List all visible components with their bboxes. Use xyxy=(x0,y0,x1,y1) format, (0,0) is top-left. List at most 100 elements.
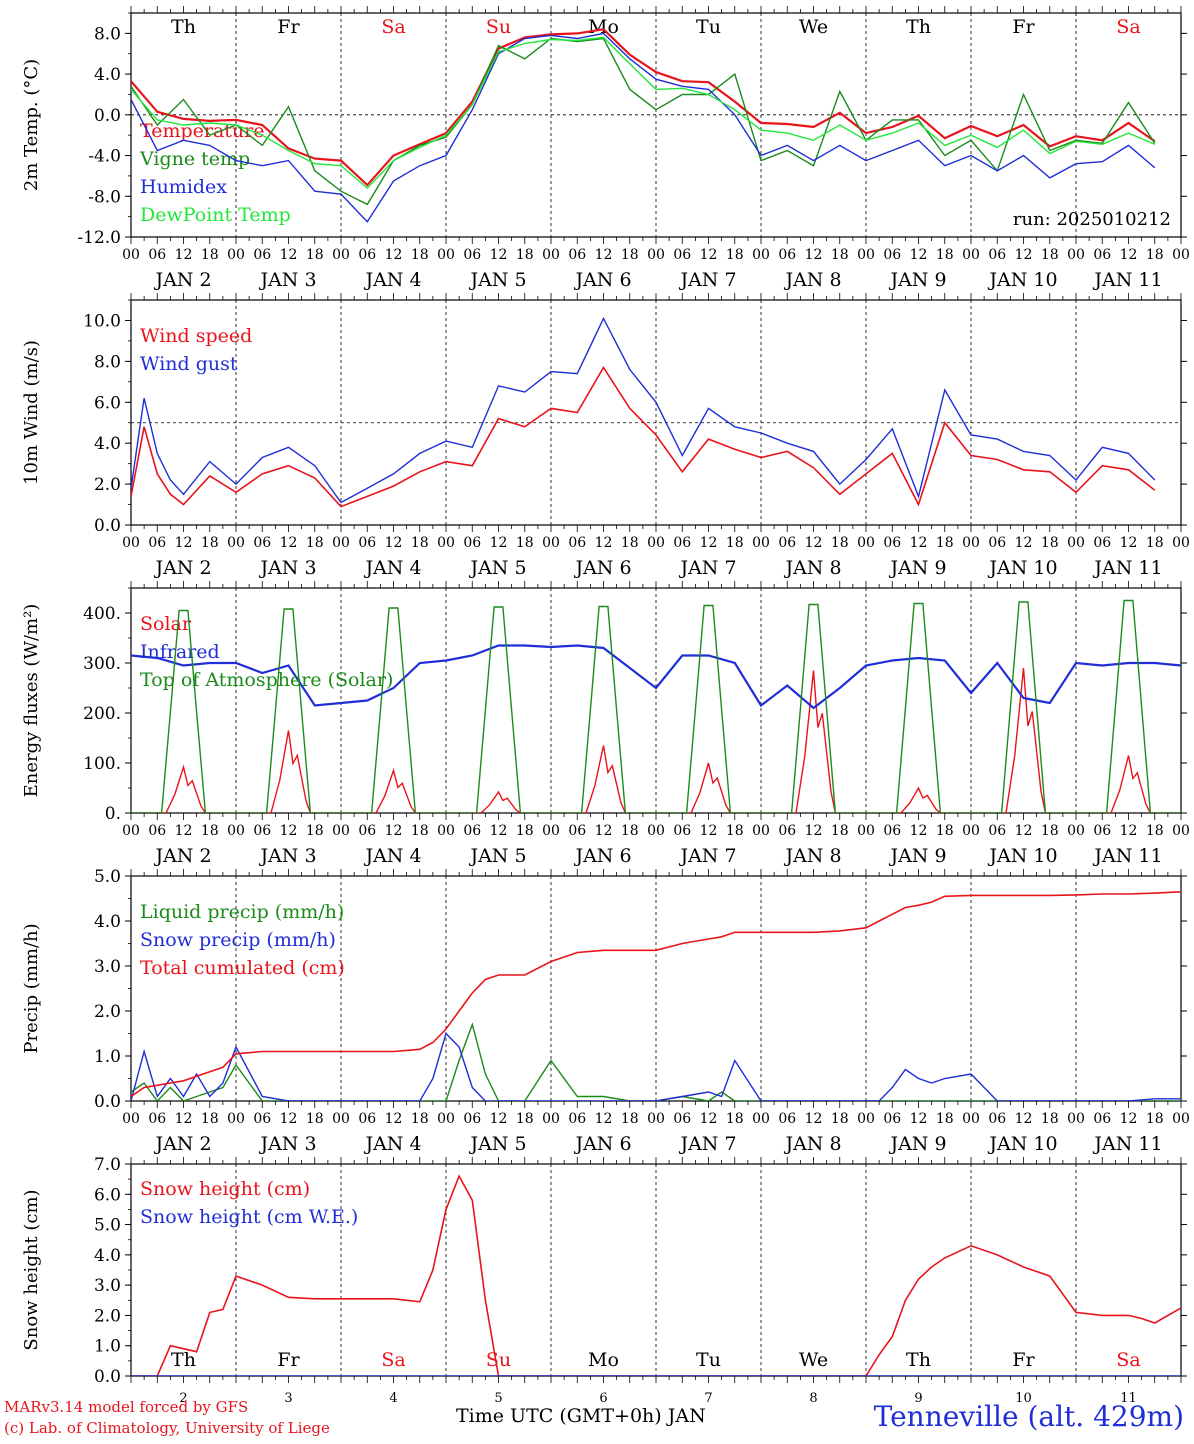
hour-label: 18 xyxy=(621,1111,639,1127)
y-tick-label: 3.0 xyxy=(94,957,121,977)
hour-label: 12 xyxy=(1015,1111,1033,1127)
hour-label: 12 xyxy=(280,535,298,551)
hour-label: 12 xyxy=(175,247,193,263)
date-label: JAN 10 xyxy=(987,557,1057,579)
hour-label: 06 xyxy=(358,823,376,839)
y-tick-label: 2.0 xyxy=(94,475,121,495)
legend-entry: Snow precip (mm/h) xyxy=(140,929,336,951)
series-line xyxy=(131,28,1156,187)
hour-label: 12 xyxy=(175,535,193,551)
weekday-label: Fr xyxy=(277,1349,300,1371)
hour-label: 18 xyxy=(516,535,534,551)
hour-label: 18 xyxy=(726,1111,744,1127)
hour-label: 06 xyxy=(463,1111,481,1127)
hour-label: 18 xyxy=(831,535,849,551)
y-tick-label: 4.0 xyxy=(94,912,121,932)
hour-label: 18 xyxy=(1041,823,1059,839)
hour-label: 18 xyxy=(411,247,429,263)
series-line xyxy=(131,667,1181,813)
weekday-label: Sa xyxy=(1116,16,1140,38)
hour-label: 06 xyxy=(883,1111,901,1127)
hour-label: 18 xyxy=(1146,1111,1164,1127)
day-number-label: 5 xyxy=(494,1391,502,1406)
hour-label: 00 xyxy=(437,1111,455,1127)
hour-label: 18 xyxy=(411,1111,429,1127)
hour-label: 12 xyxy=(805,823,823,839)
day-number-label: 11 xyxy=(1120,1391,1137,1406)
date-label: JAN 11 xyxy=(1092,269,1162,291)
y-tick-label: 0.0 xyxy=(94,516,121,536)
date-label: JAN 7 xyxy=(678,1133,736,1155)
hour-label: 12 xyxy=(805,247,823,263)
date-label: JAN 3 xyxy=(258,845,316,867)
hour-label: 00 xyxy=(332,535,350,551)
hour-label: 12 xyxy=(595,1111,613,1127)
series-line xyxy=(131,32,1156,223)
hour-label: 00 xyxy=(1172,535,1190,551)
hour-label: 12 xyxy=(490,823,508,839)
date-label: JAN 5 xyxy=(468,1133,526,1155)
hour-label: 18 xyxy=(411,535,429,551)
hour-label: 00 xyxy=(437,823,455,839)
series-line xyxy=(131,37,1156,206)
hour-label: 00 xyxy=(227,823,245,839)
hour-label: 06 xyxy=(1093,823,1111,839)
y-tick-label: 0.0 xyxy=(94,1092,121,1112)
hour-label: 06 xyxy=(568,247,586,263)
date-label: JAN 2 xyxy=(153,845,211,867)
weekday-label: Su xyxy=(486,16,511,38)
x-axis-title: Time UTC (GMT+0h) JAN xyxy=(456,1405,706,1427)
date-label: JAN 4 xyxy=(363,845,421,867)
series-line xyxy=(131,1174,1181,1376)
hour-label: 00 xyxy=(332,247,350,263)
hour-label: 06 xyxy=(358,1111,376,1127)
hour-label: 00 xyxy=(332,1111,350,1127)
hour-label: 12 xyxy=(385,823,403,839)
hour-label: 06 xyxy=(148,823,166,839)
hour-label: 00 xyxy=(542,247,560,263)
y-tick-label: -8.0 xyxy=(88,187,121,207)
hour-label: 18 xyxy=(306,247,324,263)
hour-label: 06 xyxy=(988,535,1006,551)
hour-label: 18 xyxy=(1041,247,1059,263)
date-label: JAN 5 xyxy=(468,557,526,579)
hour-label: 18 xyxy=(936,823,954,839)
y-tick-label: 4.0 xyxy=(94,65,121,85)
date-label: JAN 3 xyxy=(258,269,316,291)
date-label: JAN 9 xyxy=(888,557,946,579)
hour-label: 12 xyxy=(595,535,613,551)
hour-label: 06 xyxy=(778,1111,796,1127)
weekday-label: Sa xyxy=(381,1349,405,1371)
date-label: JAN 6 xyxy=(573,557,631,579)
hour-label: 00 xyxy=(437,247,455,263)
hour-label: 18 xyxy=(201,247,219,263)
hour-label: 06 xyxy=(253,247,271,263)
hour-label: 00 xyxy=(227,247,245,263)
station-name: Tenneville (alt. 429m) xyxy=(873,1400,1184,1433)
hour-label: 18 xyxy=(936,247,954,263)
hour-label: 12 xyxy=(910,535,928,551)
weekday-label: Fr xyxy=(1012,16,1035,38)
y-tick-label: 1.0 xyxy=(94,1047,121,1067)
hour-label: 06 xyxy=(148,535,166,551)
hour-label: 18 xyxy=(306,1111,324,1127)
date-label: JAN 8 xyxy=(783,845,841,867)
hour-label: 18 xyxy=(621,247,639,263)
hour-label: 06 xyxy=(673,1111,691,1127)
model-credit: MARv3.14 model forced by GFS xyxy=(4,1398,249,1416)
hour-label: 12 xyxy=(1120,1111,1138,1127)
hour-label: 00 xyxy=(647,535,665,551)
y-tick-label: 100. xyxy=(83,754,121,774)
hour-label: 06 xyxy=(148,1111,166,1127)
hour-label: 18 xyxy=(411,823,429,839)
date-label: JAN 8 xyxy=(783,269,841,291)
date-label: JAN 5 xyxy=(468,845,526,867)
hour-label: 06 xyxy=(1093,247,1111,263)
hour-label: 00 xyxy=(752,823,770,839)
hour-label: 00 xyxy=(962,535,980,551)
hour-label: 06 xyxy=(988,823,1006,839)
hour-label: 06 xyxy=(1093,535,1111,551)
date-label: JAN 9 xyxy=(888,269,946,291)
y-tick-label: 300. xyxy=(83,654,121,674)
y-axis-label: Snow height (cm) xyxy=(21,1189,42,1350)
